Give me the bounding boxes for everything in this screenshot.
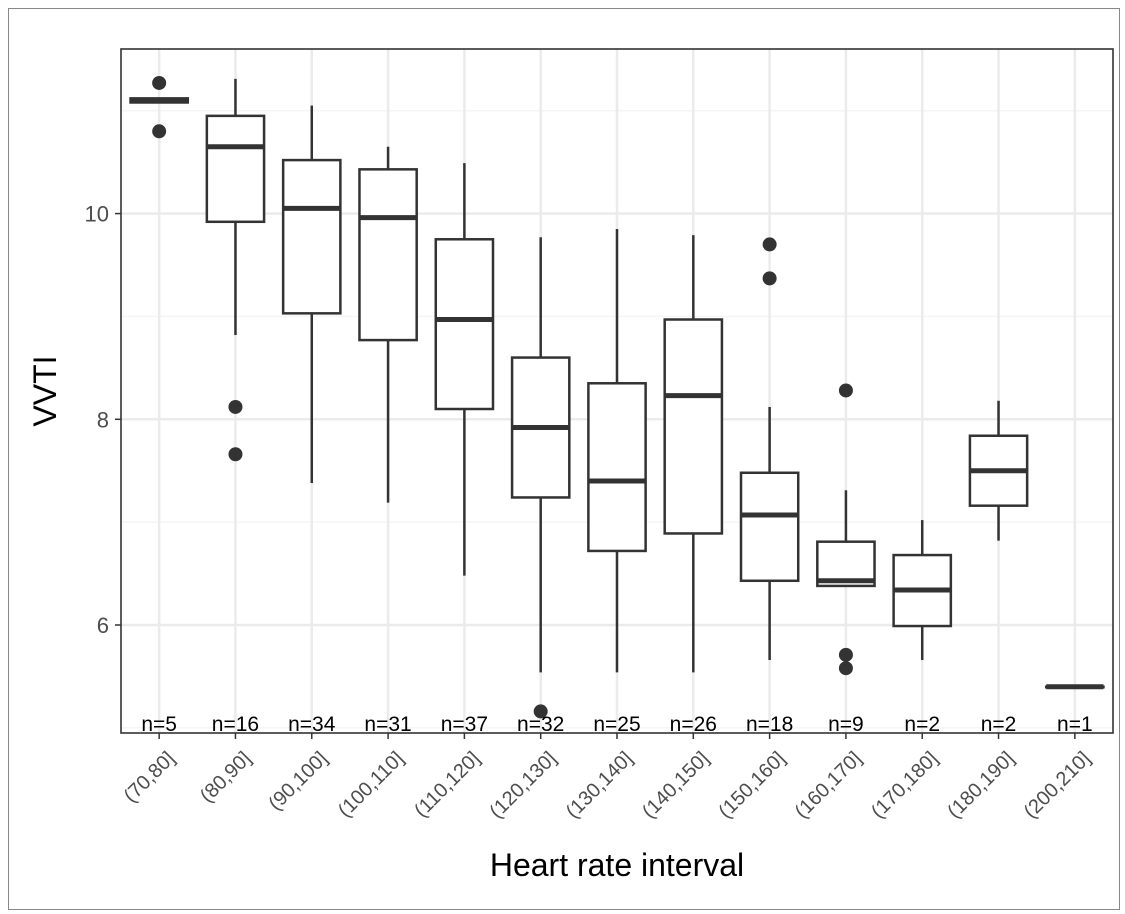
box-11	[892, 520, 953, 660]
x-tick-label: (70,80]	[120, 748, 180, 808]
x-tick-label: (120,130]	[486, 748, 561, 823]
y-tick-label: 6	[97, 613, 109, 638]
count-labels: n=5 n=16 n=34 n=31 n=37 n=32 n=25 n=26 n=18 n=9 n=…	[141, 713, 1092, 736]
iqr-box	[205, 114, 266, 224]
iqr-box	[739, 471, 800, 583]
outlier-point	[838, 647, 853, 662]
outlier-point	[838, 661, 853, 676]
box-3	[281, 105, 342, 484]
iqr-box	[587, 382, 647, 553]
x-tick-label: (160,170]	[791, 748, 866, 823]
x-tick-label: (110,120]	[410, 748, 484, 822]
box-5	[434, 163, 495, 576]
outlier-point	[228, 447, 243, 462]
y-axis-ticks: 6 8 10	[85, 202, 121, 638]
count-label: n=9	[828, 713, 864, 736]
count-label: n=32	[517, 713, 564, 736]
y-tick-label: 10	[85, 202, 109, 227]
count-label: n=31	[364, 713, 411, 736]
x-tick-label: (180,190]	[943, 748, 1018, 823]
box-8	[663, 235, 724, 673]
x-axis-ticks: (70,80] (80,90] (90,100] (100,110] (110,120]…	[120, 733, 1095, 823]
box-10	[816, 383, 876, 676]
outlier-point	[762, 237, 777, 252]
y-axis-title: VVTI	[27, 355, 63, 426]
count-label: n=1	[1057, 713, 1093, 736]
x-tick-label: (90,100]	[264, 748, 331, 815]
iqr-box	[358, 168, 418, 342]
count-label: n=25	[593, 713, 640, 736]
box-2	[205, 78, 266, 462]
count-label: n=34	[288, 713, 336, 736]
x-tick-label: (150,160]	[714, 748, 789, 823]
box-9	[739, 237, 800, 660]
count-label: n=18	[746, 713, 793, 736]
count-label: n=5	[141, 713, 177, 736]
x-tick-label: (100,110]	[334, 748, 408, 822]
box-12	[968, 400, 1029, 541]
iqr-box	[434, 238, 495, 411]
x-tick-label: (80,90]	[196, 748, 256, 808]
iqr-box	[281, 158, 342, 315]
outlier-point	[533, 704, 548, 719]
box-6	[510, 237, 571, 719]
outlier-point	[762, 271, 777, 286]
boxes	[129, 75, 1105, 719]
x-axis-title: Heart rate interval	[490, 847, 744, 883]
y-tick-label: 8	[97, 407, 109, 432]
box-4	[358, 146, 418, 503]
count-label: n=16	[212, 713, 259, 736]
count-label: n=37	[441, 713, 488, 736]
outlier-point	[228, 399, 243, 414]
outlier-point	[152, 124, 167, 139]
box-1	[129, 75, 190, 139]
x-tick-label: (170,180]	[867, 748, 942, 823]
x-tick-label: (200,210]	[1020, 748, 1095, 823]
outlier-point	[838, 383, 853, 398]
x-tick-label: (140,150]	[638, 748, 713, 823]
count-label: n=2	[981, 713, 1017, 736]
box-13	[1044, 684, 1105, 690]
outlier-point	[152, 75, 167, 90]
count-label: n=2	[904, 713, 940, 736]
panel-border	[120, 48, 1114, 734]
x-tick-label: (130,140]	[562, 748, 637, 823]
iqr-box	[663, 318, 724, 535]
count-label: n=26	[670, 713, 717, 736]
box-7	[587, 229, 647, 673]
